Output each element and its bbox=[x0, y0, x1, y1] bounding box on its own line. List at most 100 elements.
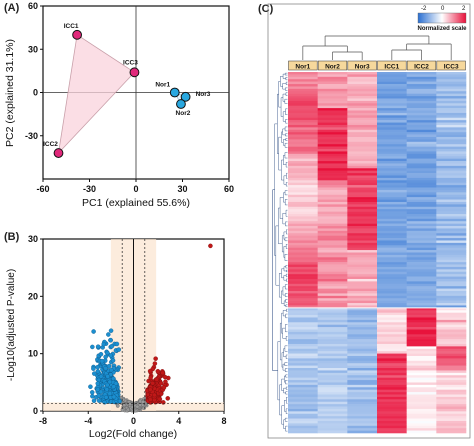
heatmap-cell bbox=[406, 305, 437, 309]
heatmap-cell bbox=[317, 382, 348, 386]
heatmap-cell bbox=[377, 293, 407, 297]
heatmap-cell bbox=[436, 425, 467, 429]
heatmap-cell bbox=[288, 81, 318, 85]
pca-x-tick-label: 60 bbox=[224, 184, 234, 194]
heatmap-cell bbox=[317, 269, 348, 273]
heatmap-cell bbox=[406, 136, 437, 140]
heatmap-cell bbox=[377, 346, 407, 350]
heatmap-cell bbox=[406, 401, 437, 405]
heatmap-cell bbox=[288, 201, 318, 205]
heatmap-cell bbox=[406, 185, 437, 188]
heatmap-cell bbox=[288, 76, 318, 80]
heatmap-cell bbox=[377, 303, 407, 306]
heatmap-cell bbox=[377, 132, 407, 135]
heatmap-cell bbox=[317, 399, 348, 403]
heatmap-cell bbox=[406, 430, 437, 434]
heatmap-cell bbox=[436, 291, 467, 294]
heatmap-cell bbox=[317, 416, 348, 419]
heatmap-cell bbox=[406, 394, 437, 398]
heatmap-cell bbox=[288, 420, 318, 424]
heatmap-cell bbox=[377, 269, 407, 273]
heatmap-cell bbox=[377, 238, 407, 241]
volcano-x-tick-label: 0 bbox=[131, 416, 136, 426]
heatmap-cell bbox=[347, 177, 378, 181]
pca-point-label: Nor1 bbox=[155, 82, 170, 89]
heatmap-cell bbox=[347, 377, 378, 381]
heatmap-cell bbox=[288, 411, 318, 415]
heatmap-cell bbox=[347, 271, 378, 275]
heatmap-cell bbox=[347, 151, 378, 155]
heatmap-cell bbox=[436, 182, 467, 186]
heatmap-cell bbox=[406, 124, 437, 128]
heatmap-cell bbox=[288, 416, 318, 419]
heatmap: -2 0 2 Normalized scale Nor1 Nor2 Nor3 ICC1… bbox=[267, 3, 471, 439]
volcano-point-down bbox=[95, 364, 100, 370]
heatmap-cell bbox=[288, 132, 318, 135]
heatmap-cell bbox=[347, 175, 378, 179]
heatmap-cell bbox=[406, 223, 437, 227]
heatmap-cell bbox=[317, 86, 348, 90]
volcano-point-down bbox=[95, 369, 101, 374]
heatmap-cell bbox=[436, 120, 467, 123]
heatmap-cell bbox=[406, 360, 437, 364]
heatmap-cell bbox=[288, 127, 318, 131]
heatmap-cell bbox=[436, 278, 467, 282]
heatmap-cell bbox=[406, 312, 437, 316]
heatmap-cell bbox=[406, 173, 437, 176]
heatmap-cell bbox=[317, 149, 348, 152]
heatmap-cell bbox=[436, 259, 467, 263]
heatmap-cell bbox=[347, 300, 378, 304]
heatmap-cell bbox=[406, 180, 437, 184]
heatmap-cell bbox=[288, 206, 318, 210]
heatmap-cell bbox=[288, 223, 318, 227]
heatmap-cell bbox=[377, 177, 407, 181]
heatmap-cell bbox=[436, 310, 467, 313]
pca-point-label: ICC2 bbox=[43, 141, 58, 148]
heatmap-cell bbox=[288, 144, 318, 147]
heatmap-cell bbox=[317, 365, 348, 369]
pca-point-icc3 bbox=[129, 67, 140, 78]
heatmap-cell bbox=[317, 300, 348, 304]
heatmap-cell bbox=[288, 295, 318, 299]
heatmap-cell bbox=[347, 127, 378, 131]
heatmap-cell bbox=[317, 199, 348, 203]
heatmap-cell bbox=[347, 358, 378, 362]
heatmap-cell bbox=[288, 136, 318, 140]
heatmap-cell bbox=[377, 322, 407, 325]
heatmap-cell bbox=[377, 343, 407, 347]
heatmap-cell bbox=[377, 165, 407, 169]
heatmap-cell bbox=[406, 315, 437, 318]
heatmap-cell bbox=[377, 134, 407, 138]
heatmap-cell bbox=[288, 278, 318, 282]
heatmap-cell bbox=[317, 322, 348, 325]
heatmap-cell bbox=[288, 110, 318, 114]
heatmap-cell bbox=[377, 74, 407, 78]
volcano-point-up bbox=[158, 391, 164, 397]
heatmap-cell bbox=[406, 226, 437, 229]
volcano-point-down bbox=[116, 347, 122, 352]
heatmap-cell bbox=[347, 88, 378, 92]
heatmap-cell bbox=[347, 334, 378, 338]
heatmap-cell bbox=[406, 112, 437, 116]
heatmap-cell bbox=[347, 141, 378, 145]
heatmap-cell bbox=[317, 341, 348, 345]
heatmap-cell bbox=[288, 149, 318, 152]
volcano-plot: -8 -4 0 4 8 0 10 20 30 Log2(Fold change) -Log10(… bbox=[6, 234, 227, 440]
heatmap-cell bbox=[436, 136, 467, 140]
heatmap-cell bbox=[436, 108, 467, 111]
heatmap-cell bbox=[347, 303, 378, 306]
volcano-point-up bbox=[153, 356, 158, 361]
heatmap-cell bbox=[317, 404, 348, 407]
heatmap-cell bbox=[436, 399, 467, 403]
heatmap-cell bbox=[377, 336, 407, 340]
heatmap-cell bbox=[406, 187, 437, 191]
heatmap-cell bbox=[406, 274, 437, 277]
heatmap-cell bbox=[317, 276, 348, 280]
heatmap-cell bbox=[317, 211, 348, 215]
heatmap-cell bbox=[347, 430, 378, 434]
heatmap-cell bbox=[347, 206, 378, 210]
heatmap-panel-border bbox=[267, 3, 471, 439]
heatmap-cell bbox=[317, 317, 348, 321]
heatmap-cell bbox=[288, 117, 318, 121]
heatmap-cell bbox=[347, 221, 378, 224]
